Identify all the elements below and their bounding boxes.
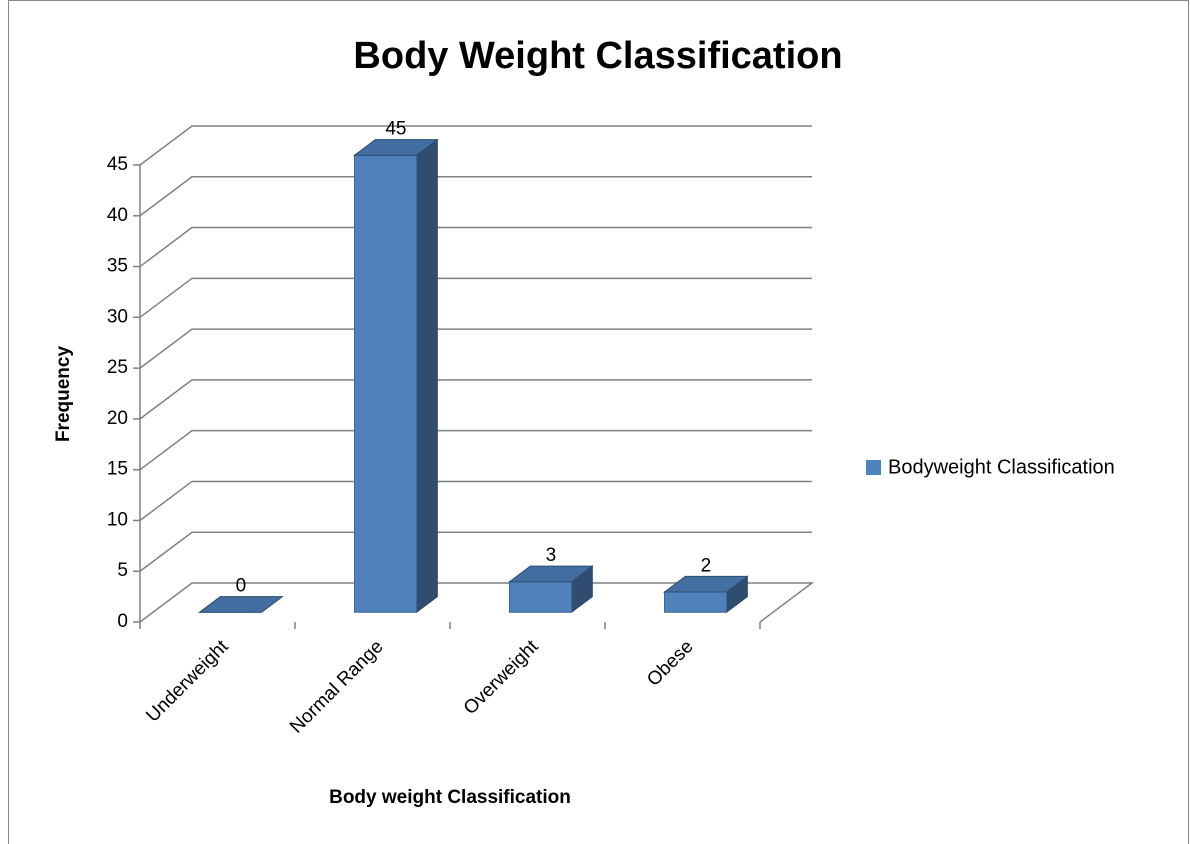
x-axis-title: Body weight Classification: [329, 787, 571, 808]
legend-label: Bodyweight Classification: [888, 456, 1115, 478]
bar-top: [197, 596, 284, 613]
bar-top: [507, 565, 594, 583]
bar-front: [354, 154, 417, 613]
y-tick-label: 0: [117, 611, 128, 632]
y-tick-label: 30: [107, 306, 128, 327]
chart-border: [8, 0, 1189, 844]
floor: [139, 582, 815, 623]
grid-line: [139, 328, 812, 369]
y-tick-label: 15: [107, 459, 128, 480]
legend-swatch: [866, 460, 881, 475]
y-tick-label: 40: [107, 205, 128, 226]
grid-line: [139, 480, 812, 522]
y-tick-label: 10: [107, 509, 128, 530]
y-tick-label: 45: [107, 154, 128, 175]
x-tick-label: Overweight: [460, 636, 543, 719]
grid-line: [139, 379, 812, 420]
bar-top: [663, 575, 749, 593]
grid-line: [139, 531, 812, 572]
bar-top: [353, 139, 439, 156]
x-tick-label: Underweight: [142, 636, 233, 727]
x-tick-label: Obese: [643, 636, 697, 690]
grid-line: [139, 226, 812, 268]
grid-line: [139, 429, 812, 471]
bar-side: [416, 138, 438, 614]
value-label: 2: [701, 555, 712, 576]
grid-line: [139, 277, 812, 318]
y-tick-label: 5: [117, 560, 128, 581]
value-label: 0: [236, 576, 247, 597]
grid-line: [139, 176, 812, 217]
y-tick-label: 20: [107, 408, 128, 429]
value-label: 45: [385, 119, 406, 140]
bar-front: [509, 581, 572, 613]
y-axis-title: Frequency: [53, 346, 74, 443]
x-tick-label: Normal Range: [286, 636, 387, 737]
value-label: 3: [546, 545, 557, 566]
grid-line: [139, 125, 812, 166]
plot-area: 0 5 10 15 20 25 30 35 40 45 Underweight 0 Normal Ran…: [107, 119, 815, 738]
y-tick-label: 35: [107, 256, 128, 277]
bar-front: [664, 591, 727, 613]
y-tick-label: 25: [107, 357, 128, 378]
chart-title: Body Weight Classification: [353, 35, 842, 77]
